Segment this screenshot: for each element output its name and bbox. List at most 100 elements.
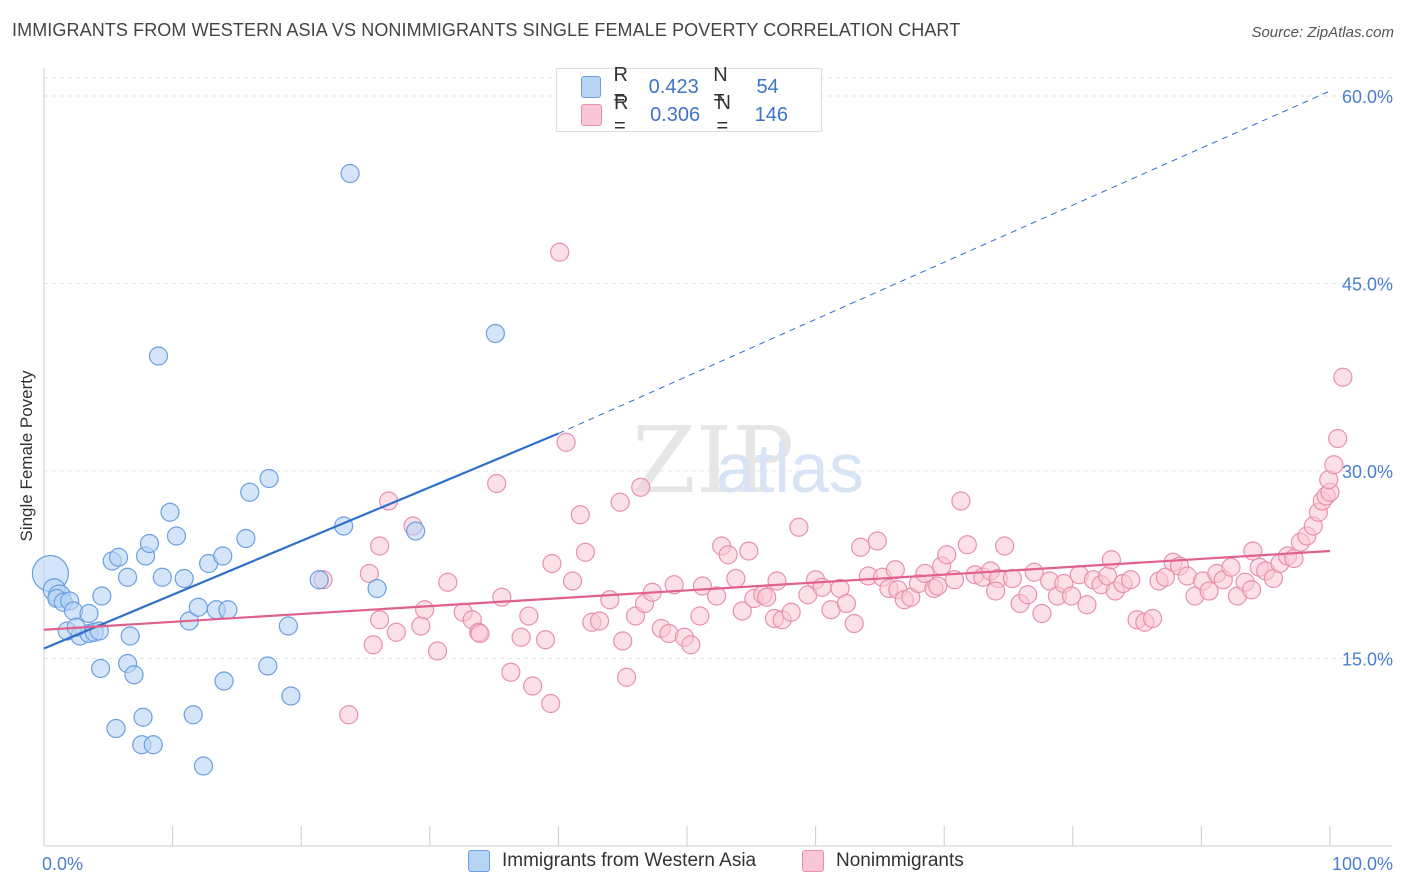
legend-r-value: 0.306	[650, 103, 701, 126]
data-point-nonimmigrants	[1142, 608, 1163, 629]
legend-row-nonimmigrants: R = 0.306 N = 146	[581, 92, 821, 137]
data-point-nonimmigrants	[550, 242, 570, 262]
data-point-nonimmigrants	[616, 667, 637, 687]
data-point-nonimmigrants	[757, 587, 777, 607]
x-tick-label: 100.0%	[1332, 854, 1393, 874]
data-point-nonimmigrants	[523, 676, 543, 696]
legend-n-value: 54	[756, 75, 779, 98]
data-point-nonimmigrants	[370, 536, 390, 556]
data-point-immigrants	[174, 568, 194, 589]
data-point-nonimmigrants	[438, 572, 458, 592]
data-point-nonimmigrants	[1324, 455, 1344, 475]
data-point-nonimmigrants	[867, 531, 887, 551]
trend-line-immigrants-projection	[558, 90, 1331, 434]
trend-line-nonimmigrants	[43, 549, 1331, 631]
data-point-nonimmigrants	[1121, 570, 1141, 590]
data-point-immigrants	[340, 163, 360, 184]
chart-title: IMMIGRANTS FROM WESTERN ASIA VS NONIMMIG…	[12, 20, 961, 40]
bottom-legend-swatch-pink	[802, 850, 824, 872]
bottom-legend-immigrants: Immigrants from Western Asia	[468, 850, 756, 872]
data-point-nonimmigrants	[718, 545, 738, 565]
bottom-legend-label-nonimmigrants: Nonimmigrants	[836, 850, 964, 871]
data-point-nonimmigrants	[535, 630, 556, 650]
data-point-immigrants	[92, 586, 112, 606]
axes	[43, 68, 1392, 847]
data-point-nonimmigrants	[739, 541, 759, 561]
data-point-immigrants	[236, 528, 256, 549]
data-point-nonimmigrants	[690, 606, 710, 626]
data-point-immigrants	[309, 570, 329, 590]
y-axis-label: Single Female Poverty	[17, 370, 36, 542]
data-point-nonimmigrants	[1101, 550, 1121, 570]
y-tick-label: 45.0%	[1342, 275, 1393, 295]
data-point-nonimmigrants	[781, 602, 801, 622]
data-point-nonimmigrants	[541, 693, 561, 714]
data-point-nonimmigrants	[957, 535, 977, 555]
data-point-nonimmigrants	[995, 536, 1015, 556]
data-point-nonimmigrants	[415, 600, 435, 620]
trend-line-immigrants	[43, 432, 559, 650]
data-point-nonimmigrants	[501, 662, 521, 682]
data-point-immigrants	[108, 547, 129, 567]
data-point-nonimmigrants	[681, 635, 701, 655]
data-point-immigrants	[106, 718, 126, 739]
legend-n-value: 146	[754, 103, 788, 126]
data-point-immigrants	[90, 658, 111, 679]
data-point-nonimmigrants	[570, 505, 590, 525]
data-point-nonimmigrants	[915, 563, 935, 584]
data-point-nonimmigrants	[386, 622, 406, 642]
data-point-nonimmigrants	[1018, 585, 1038, 605]
watermark-atlas: atlas	[716, 429, 864, 507]
data-point-nonimmigrants	[511, 627, 531, 647]
data-point-nonimmigrants	[726, 568, 746, 589]
data-point-nonimmigrants	[492, 587, 512, 607]
data-point-nonimmigrants	[885, 560, 905, 580]
data-point-immigrants	[166, 526, 187, 546]
data-point-immigrants	[367, 578, 387, 599]
data-point-nonimmigrants	[339, 705, 359, 725]
data-point-immigrants	[218, 600, 238, 620]
data-point-nonimmigrants	[1241, 580, 1262, 600]
data-point-immigrants	[148, 346, 169, 366]
bottom-legend-label-immigrants: Immigrants from Western Asia	[502, 850, 757, 871]
data-point-nonimmigrants	[986, 581, 1006, 601]
data-point-nonimmigrants	[363, 635, 383, 655]
data-point-nonimmigrants	[1032, 603, 1052, 624]
data-point-nonimmigrants	[487, 473, 507, 494]
legend-swatch-pink	[581, 104, 602, 126]
data-point-nonimmigrants	[1199, 581, 1219, 601]
tick-labels: 15.0% 30.0% 45.0% 60.0% 0.0% 100.0%	[42, 87, 1393, 874]
data-point-nonimmigrants	[851, 537, 871, 557]
data-point-nonimmigrants	[613, 631, 633, 651]
data-point-nonimmigrants	[664, 575, 684, 595]
data-point-immigrants	[240, 482, 260, 502]
data-point-immigrants	[152, 567, 172, 587]
data-point-immigrants	[214, 671, 234, 691]
data-point-nonimmigrants	[732, 601, 752, 621]
data-point-nonimmigrants	[951, 491, 971, 511]
legend-swatch-blue	[581, 76, 602, 98]
data-point-nonimmigrants	[359, 563, 379, 584]
data-point-immigrants	[213, 546, 233, 566]
data-point-nonimmigrants	[610, 492, 630, 512]
data-point-immigrants	[183, 705, 203, 725]
y-tick-label: 30.0%	[1342, 462, 1393, 482]
legend-n-label: N =	[716, 92, 731, 137]
data-point-nonimmigrants	[789, 517, 809, 537]
data-point-nonimmigrants	[767, 571, 787, 591]
y-tick-label: 60.0%	[1342, 87, 1393, 107]
data-point-immigrants	[485, 323, 505, 344]
data-point-immigrants	[281, 686, 301, 706]
data-point-immigrants	[406, 521, 426, 541]
legend-r-value: 0.423	[648, 75, 699, 98]
data-point-nonimmigrants	[575, 542, 596, 562]
data-point-nonimmigrants	[1221, 557, 1241, 577]
data-point-nonimmigrants	[470, 623, 490, 644]
legend-n-label: N =	[713, 64, 728, 109]
legend-r-label: R =	[613, 92, 629, 137]
data-point-nonimmigrants	[631, 477, 651, 497]
data-point-nonimmigrants	[1328, 428, 1348, 449]
data-point-immigrants	[143, 735, 163, 755]
data-point-nonimmigrants	[844, 613, 864, 634]
